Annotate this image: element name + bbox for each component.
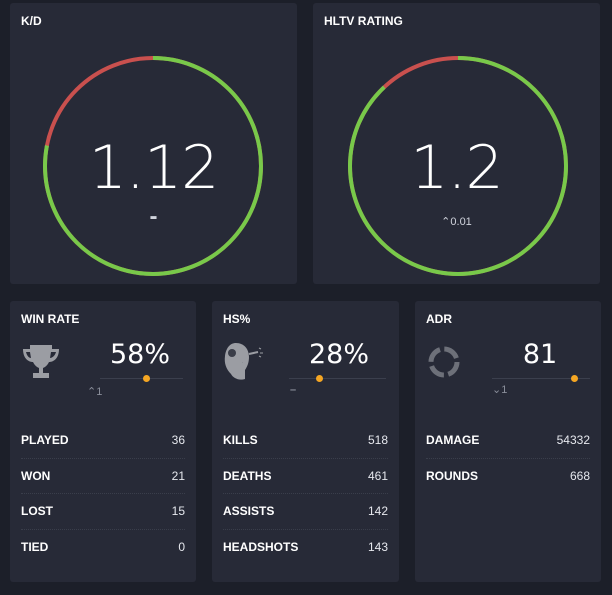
kd-panel: K/D 1.12 -	[10, 3, 297, 284]
adr-value: 81	[522, 339, 558, 370]
row-deaths: DEATHS 461	[223, 459, 388, 494]
row-value: 668	[569, 469, 590, 484]
hs-rows: KILLS 518 DEATHS 461 ASSISTS 142 HEADSHOTS 1…	[223, 423, 388, 565]
row-label: PLAYED	[21, 433, 69, 448]
chevron-up-icon: ⌃	[441, 216, 451, 228]
winrate-title: WIN RATE	[21, 312, 80, 326]
hs-value: 28%	[308, 339, 369, 370]
hs-title: HS%	[223, 312, 251, 326]
row-value: 0	[178, 540, 185, 555]
winrate-value: 58%	[109, 339, 170, 370]
row-value: 54332	[556, 433, 590, 448]
row-label: KILLS	[223, 433, 258, 448]
kd-value: 1.12	[88, 133, 220, 203]
adr-rows: DAMAGE 54332 ROUNDS 668	[426, 423, 590, 494]
adr-slider	[492, 375, 590, 382]
row-value: 21	[171, 468, 185, 483]
row-played: PLAYED 36	[21, 423, 185, 459]
row-label: LOST	[21, 504, 53, 519]
row-value: 461	[367, 468, 388, 483]
trophy-icon	[23, 345, 59, 378]
row-value: 142	[367, 504, 388, 519]
row-label: ASSISTS	[223, 504, 275, 519]
hltv-title: HLTV RATING	[324, 14, 403, 28]
row-kills: KILLS 518	[223, 423, 388, 459]
winrate-trend: ⌃1	[87, 385, 102, 398]
row-value: 15	[171, 504, 185, 519]
hs-slider-dot	[316, 375, 324, 382]
adr-title: ADR	[426, 312, 452, 326]
row-damage: DAMAGE 54332	[426, 423, 590, 459]
chevron-up-icon: ⌃	[87, 386, 97, 398]
hs-trend: –	[290, 384, 297, 396]
row-value: 36	[171, 433, 185, 448]
hltv-delta: ⌃0.01	[313, 215, 600, 228]
row-value: 143	[367, 540, 388, 555]
row-won: WON 21	[21, 459, 185, 494]
kd-ring-good	[43, 56, 263, 276]
adr-slider-dot	[571, 375, 579, 382]
winrate-rows: PLAYED 36 WON 21 LOST 15 TIED 0	[21, 423, 185, 565]
hltv-ring	[348, 56, 568, 276]
crosshair-ring-icon	[428, 346, 460, 378]
hltv-delta-value: 0.01	[450, 216, 472, 228]
row-label: HEADSHOTS	[223, 540, 299, 555]
kd-ring	[43, 56, 263, 276]
row-value: 518	[367, 433, 388, 448]
hltv-panel: HLTV RATING 1.2 ⌃0.01	[313, 3, 600, 284]
hs-panel: HS% 28% – KILLS 518 DEATHS 461 ASSISTS 142 …	[212, 301, 399, 582]
row-assists: ASSISTS 142	[223, 494, 388, 530]
winrate-panel: WIN RATE 58% ⌃1 PLAYED 36 WON 21 LOST 15 TI…	[10, 301, 196, 582]
row-tied: TIED 0	[21, 530, 185, 566]
headshot-icon	[224, 343, 263, 380]
row-label: TIED	[21, 540, 49, 555]
row-lost: LOST 15	[21, 494, 185, 530]
adr-panel: ADR 81 ⌄1 DAMAGE 54332 ROUNDS 668	[415, 301, 601, 582]
hs-slider	[289, 375, 386, 382]
kd-title: K/D	[21, 14, 42, 28]
row-headshots: HEADSHOTS 143	[223, 530, 388, 566]
adr-trend-value: 1	[501, 384, 508, 396]
kd-delta: -	[149, 203, 158, 230]
chevron-down-icon: ⌄	[492, 384, 502, 396]
winrate-slider	[100, 375, 183, 382]
row-label: ROUNDS	[426, 469, 479, 484]
row-rounds: ROUNDS 668	[426, 459, 590, 495]
winrate-trend-value: 1	[96, 386, 103, 398]
hltv-ring-good	[348, 56, 568, 276]
row-label: WON	[21, 468, 51, 483]
adr-trend: ⌄1	[492, 383, 507, 396]
row-label: DAMAGE	[426, 433, 480, 448]
row-label: DEATHS	[223, 468, 272, 483]
hltv-value: 1.2	[410, 133, 503, 203]
winrate-slider-dot	[142, 375, 150, 382]
